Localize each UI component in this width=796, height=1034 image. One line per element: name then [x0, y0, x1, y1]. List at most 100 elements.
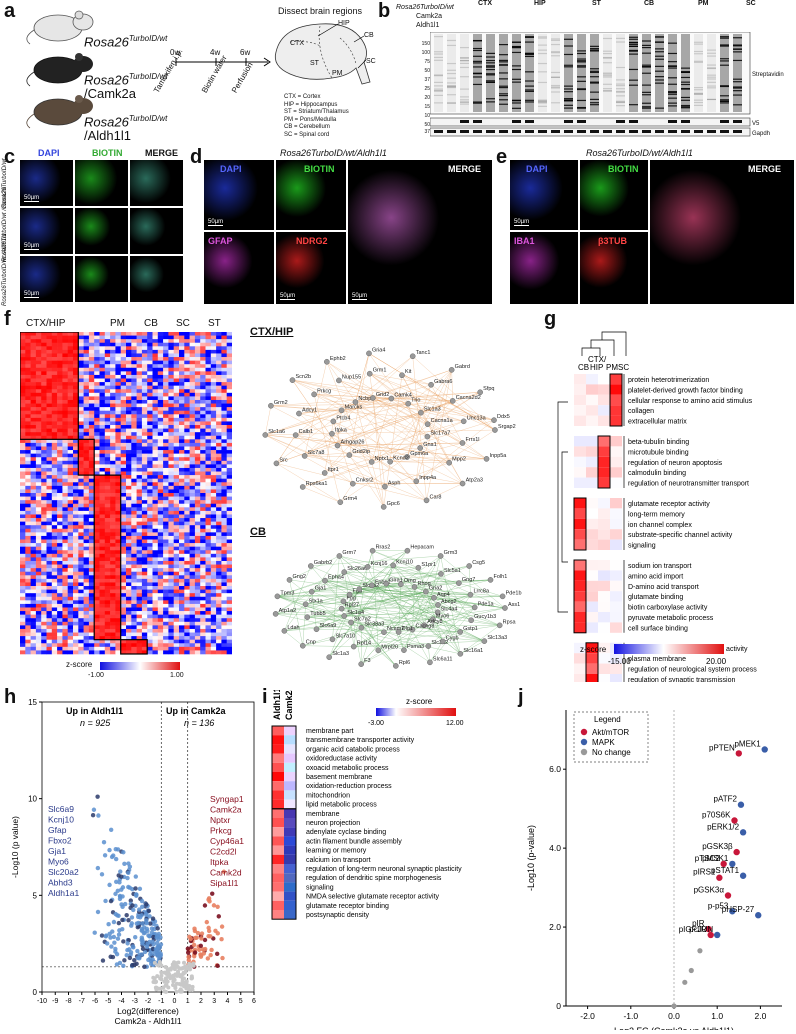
heatmap-cell: [189, 646, 196, 651]
network-node-label: Hepacam: [410, 545, 434, 551]
heatmap-cell: [610, 446, 622, 457]
heatmap-cell: [210, 353, 217, 358]
network-edge: [276, 434, 296, 464]
heatmap-cell: [157, 421, 164, 426]
heatmap-cell: [30, 557, 37, 562]
heatmap-cell: [57, 546, 63, 551]
heatmap-cell: [179, 442, 185, 447]
heatmap-cell: [189, 421, 196, 426]
heatmap-cell: [194, 392, 201, 397]
heatmap-cell: [200, 392, 206, 397]
heatmap-cell: [205, 543, 212, 547]
heatmap-cell: [598, 446, 610, 457]
heatmap-cell: [136, 346, 143, 351]
heatmap-cell: [30, 521, 37, 526]
heatmap-cell: [57, 646, 63, 651]
heatmap-cell: [216, 600, 222, 605]
heatmap-cell: [115, 428, 121, 433]
heatmap-cell: [110, 510, 116, 515]
heatmap-cell: [179, 582, 185, 587]
heatmap-cell: [25, 485, 31, 490]
heatmap-cell: [94, 543, 100, 547]
heatmap-cell: [20, 532, 26, 537]
heatmap-cell: [20, 335, 26, 340]
heatmap-cell: [30, 496, 37, 501]
heatmap-cell: [46, 621, 53, 626]
heatmap-cell: [67, 353, 74, 358]
heatmap-cell: [216, 575, 222, 580]
heatmap-cell: [210, 535, 217, 540]
heatmap-cell: [78, 611, 84, 615]
heatmap-cell: [20, 525, 26, 530]
heatmap-cell: [104, 589, 111, 594]
heatmap-cell: [136, 528, 143, 533]
heatmap-cell: [194, 435, 201, 440]
heatmap-cell: [51, 525, 58, 530]
network-node: [274, 593, 281, 600]
heatmap-cell: [35, 586, 42, 590]
blot-band: [681, 67, 690, 69]
heatmap-cell: [83, 593, 90, 598]
heatmap-cell: [173, 621, 180, 626]
heatmap-cell: [57, 636, 63, 640]
heatmap-cell: [51, 489, 58, 494]
blot-lane: [603, 34, 612, 112]
heatmap-cell: [62, 521, 68, 526]
heatmap-cell: [99, 493, 106, 497]
micrograph-gfap: [204, 232, 274, 304]
heatmap-cell: [184, 518, 190, 522]
heatmap-cell: [110, 643, 116, 648]
heatmap-cell: [194, 442, 201, 447]
heatmap-cell: [194, 564, 201, 569]
blot-band: [551, 71, 560, 74]
heatmap-cell: [41, 414, 47, 419]
blot-band: [655, 36, 664, 38]
network-edge: [277, 594, 350, 597]
heatmap-cell: [131, 510, 137, 515]
heatmap-cell: [25, 353, 31, 358]
heatmap-cell: [173, 646, 180, 651]
heatmap-cell: [147, 435, 153, 440]
heatmap-cell: [141, 550, 148, 555]
heatmap-cell: [46, 425, 53, 429]
heatmap-cell: [30, 332, 37, 336]
heatmap-cell: [141, 421, 148, 426]
heatmap-cell: [104, 571, 111, 576]
network-node-label: Kcnj16: [371, 561, 388, 567]
network-edge: [359, 588, 439, 606]
heatmap-cell: [73, 396, 79, 401]
heatmap-cell: [57, 586, 63, 590]
heatmap-cell: [152, 450, 159, 454]
heatmap-cell: [110, 346, 116, 351]
heatmap-cell: [200, 614, 206, 619]
heatmap-cell: [147, 532, 153, 537]
heatmap-cell: [99, 578, 106, 583]
network-edge: [437, 604, 500, 626]
heatmap-cell: [120, 636, 127, 640]
heatmap-cell: [67, 478, 74, 483]
volcano-point: [113, 891, 118, 897]
heatmap-cell: [574, 508, 586, 519]
heatmap-cell: [163, 382, 169, 386]
heatmap-cell: [136, 618, 143, 623]
heatmap-cell: [205, 564, 212, 569]
heatmap-cell: [25, 625, 31, 630]
micrograph-label-merge: MERGE: [448, 164, 482, 174]
cluster-box: [573, 497, 587, 551]
heatmap-cell: [57, 518, 63, 522]
heatmap-cell: [136, 571, 143, 576]
blot-band: [434, 56, 443, 59]
network-edge: [372, 550, 419, 568]
blot-band: [447, 86, 456, 88]
network-node-label: Adcy1: [302, 408, 317, 414]
heatmap-cell: [226, 600, 232, 605]
heatmap-cell: [131, 611, 137, 615]
heatmap-cell: [152, 335, 159, 340]
blot-lane: [629, 34, 638, 112]
heatmap-cell: [30, 403, 37, 408]
blot-band: [538, 100, 547, 103]
blot-gapdh-band: [733, 130, 742, 133]
heatmap-cell: [110, 560, 116, 565]
heatmap-cell: [115, 575, 121, 580]
heatmap-cell: [194, 514, 201, 519]
